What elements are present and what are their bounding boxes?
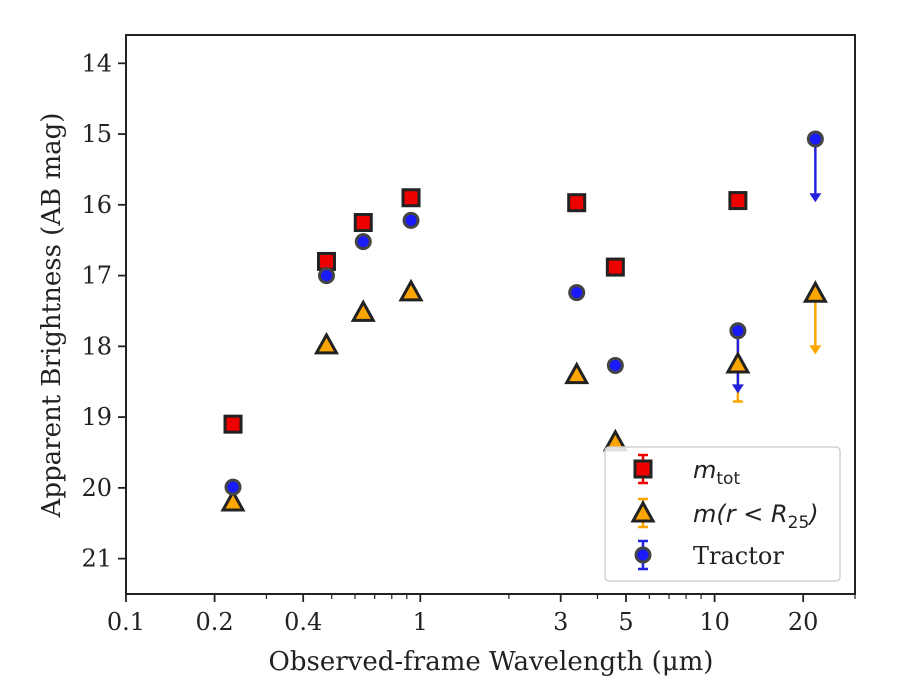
triangle-marker bbox=[398, 278, 424, 302]
circle-marker bbox=[634, 546, 652, 564]
data-point-triangle bbox=[313, 331, 340, 355]
triangle-marker bbox=[725, 350, 751, 374]
y-tick-label: 21 bbox=[81, 545, 112, 573]
circle-marker bbox=[224, 478, 242, 496]
data-point-square bbox=[605, 257, 625, 277]
triangle-marker bbox=[564, 361, 590, 385]
x-tick-label: 5 bbox=[618, 608, 633, 636]
y-tick-label: 18 bbox=[81, 332, 112, 360]
data-point-triangle bbox=[725, 350, 751, 374]
data-point-triangle bbox=[564, 361, 590, 385]
data-point-circle bbox=[729, 322, 747, 340]
data-point-triangle bbox=[220, 488, 246, 512]
triangle-marker bbox=[630, 499, 656, 523]
circle-marker bbox=[568, 284, 586, 302]
x-tick-label: 0.1 bbox=[107, 608, 145, 636]
data-point-square bbox=[728, 191, 748, 211]
data-point-triangle bbox=[802, 280, 828, 303]
y-axis-title: Apparent Brightness (AB mag) bbox=[37, 113, 67, 519]
data-point-circle bbox=[402, 211, 420, 229]
circle-marker bbox=[402, 211, 420, 229]
legend-marker bbox=[630, 499, 656, 523]
circle-marker bbox=[729, 322, 747, 340]
triangle-marker bbox=[220, 488, 246, 512]
square-marker bbox=[316, 251, 336, 271]
y-tick-label: 20 bbox=[81, 474, 112, 502]
data-point-square bbox=[316, 251, 336, 271]
data-point-square bbox=[353, 213, 373, 233]
data-point-circle bbox=[224, 478, 242, 496]
legend-label: Tractor bbox=[693, 542, 784, 570]
arrow-head bbox=[809, 345, 822, 355]
data-point-triangle bbox=[398, 278, 424, 302]
data-point-circle bbox=[606, 356, 624, 374]
square-marker bbox=[605, 257, 625, 277]
x-tick-label: 0.4 bbox=[284, 608, 322, 636]
data-point-triangle bbox=[350, 299, 376, 322]
y-tick-label: 14 bbox=[81, 49, 112, 77]
data-point-circle bbox=[354, 233, 372, 251]
arrow-head bbox=[809, 193, 822, 203]
square-marker bbox=[223, 414, 243, 434]
y-tick-label: 15 bbox=[81, 120, 112, 148]
legend: mtot m(r < R25) Tractor bbox=[604, 446, 841, 582]
y-tick-label: 19 bbox=[81, 403, 112, 431]
legend-marker bbox=[633, 459, 653, 479]
legend-marker bbox=[634, 546, 652, 564]
square-marker bbox=[401, 188, 421, 208]
square-marker bbox=[567, 193, 587, 213]
upper-limit-arrow bbox=[809, 139, 822, 203]
legend-entry: mtot bbox=[633, 453, 740, 489]
square-marker bbox=[633, 459, 653, 479]
data-point-square bbox=[223, 414, 243, 434]
axes: 0.1 0.2 0.4 1 3 5 10 20 14 15 16 17 18 19 20 21 bbox=[81, 34, 856, 636]
x-tick-label: 10 bbox=[699, 608, 730, 636]
legend-box bbox=[604, 446, 841, 582]
data-marks bbox=[220, 130, 828, 512]
circle-marker bbox=[606, 356, 624, 374]
triangle-marker bbox=[802, 280, 828, 303]
legend-entry: Tractor bbox=[634, 539, 784, 571]
circle-marker bbox=[317, 267, 335, 285]
circle-marker bbox=[806, 130, 824, 148]
circle-marker bbox=[354, 233, 372, 251]
x-tick-label: 1 bbox=[413, 608, 428, 636]
square-marker bbox=[353, 213, 373, 233]
square-marker bbox=[728, 191, 748, 211]
x-axis-title: Observed-frame Wavelength (μm) bbox=[269, 647, 714, 677]
triangle-marker bbox=[313, 331, 340, 355]
arrow-head bbox=[731, 384, 744, 394]
data-point-square bbox=[401, 188, 421, 208]
legend-entry: m(r < R25) bbox=[630, 497, 819, 533]
triangle-marker bbox=[350, 299, 376, 322]
legend-label: mtot bbox=[693, 456, 740, 489]
y-tick-label: 16 bbox=[81, 191, 112, 219]
data-point-square bbox=[567, 193, 587, 213]
y-tick-label: 17 bbox=[81, 262, 112, 290]
legend-label: m(r < R25) bbox=[693, 500, 819, 533]
x-tick-label: 20 bbox=[788, 608, 819, 636]
data-point-circle bbox=[806, 130, 824, 148]
x-tick-label: 3 bbox=[553, 608, 568, 636]
plot-frame bbox=[125, 34, 856, 595]
data-point-circle bbox=[568, 284, 586, 302]
data-point-circle bbox=[317, 267, 335, 285]
x-tick-label: 0.2 bbox=[196, 608, 234, 636]
